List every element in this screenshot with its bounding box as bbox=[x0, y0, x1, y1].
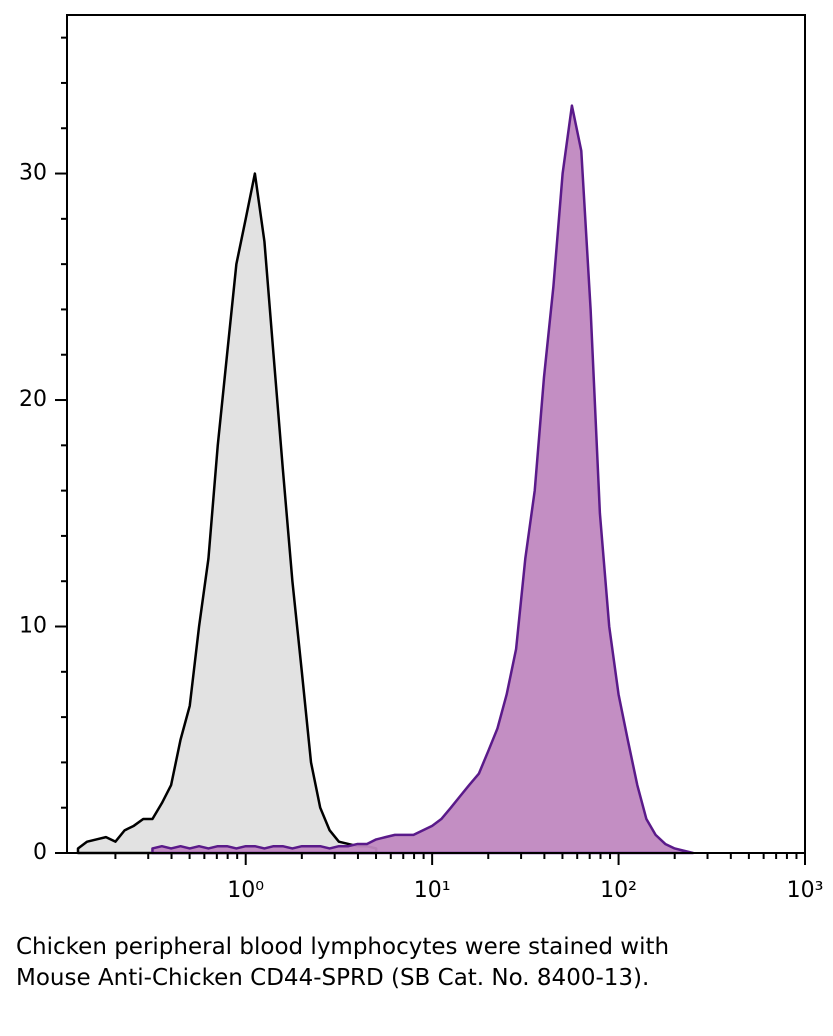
x-tick-label: 10³ bbox=[787, 878, 824, 903]
x-tick-label: 10⁰ bbox=[227, 878, 264, 903]
histogram-0 bbox=[76, 172, 378, 855]
caption: Chicken peripheral blood lymphocytes wer… bbox=[16, 934, 670, 991]
y-tick-label: 0 bbox=[33, 840, 47, 865]
y-tick-label: 30 bbox=[19, 161, 47, 186]
chart: 0 10 20 30 10⁰ 10¹ 10² 10³ bbox=[19, 14, 824, 903]
histogram-1 bbox=[151, 104, 695, 855]
plot-frame bbox=[66, 14, 806, 854]
x-tick-label: 10¹ bbox=[414, 878, 451, 903]
x-tick-label: 10² bbox=[600, 878, 637, 903]
y-tick-label: 10 bbox=[19, 614, 47, 639]
y-tick-label: 20 bbox=[19, 387, 47, 412]
